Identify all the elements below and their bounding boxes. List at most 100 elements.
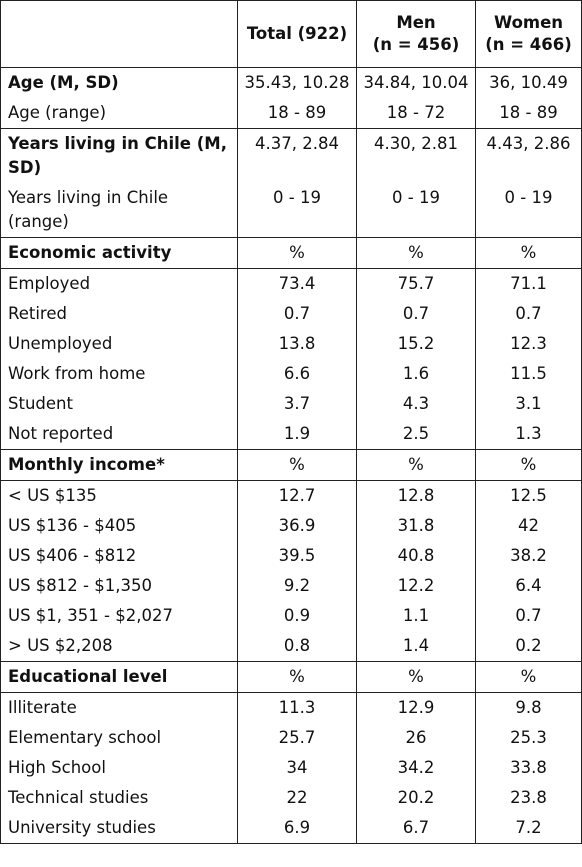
data-row: Elementary school 25.7 26 25.3 xyxy=(0,723,582,753)
cell-value: % xyxy=(237,449,357,481)
cell-value: 36, 10.49 xyxy=(475,67,582,98)
cell-value: 18 - 89 xyxy=(237,98,357,129)
data-row: < US $135 12.7 12.8 12.5 xyxy=(0,480,582,511)
section-row: Monthly income*%%% xyxy=(0,449,582,481)
cell-value: 0 - 19 xyxy=(237,183,357,238)
row-label: Years living in Chile (M, SD) xyxy=(0,128,238,183)
cell-value: 0 - 19 xyxy=(356,183,476,238)
cell-value: 7.2 xyxy=(475,813,582,844)
cell-value: 11.3 xyxy=(237,692,357,723)
cell-value: 6.6 xyxy=(237,359,357,389)
cell-value: 4.3 xyxy=(356,389,476,419)
cell-value: 23.8 xyxy=(475,783,582,813)
cell-value: 75.7 xyxy=(356,268,476,299)
cell-value: % xyxy=(237,237,357,269)
cell-value: 71.1 xyxy=(475,268,582,299)
data-row: > US $2,208 0.8 1.4 0.2 xyxy=(0,631,582,662)
cell-value: 0.7 xyxy=(475,601,582,631)
cell-value: 6.9 xyxy=(237,813,357,844)
cell-value: 35.43, 10.28 xyxy=(237,67,357,98)
cell-value: 25.7 xyxy=(237,723,357,753)
data-row: US $136 - $405 36.9 31.8 42 xyxy=(0,511,582,541)
cell-value: 0.8 xyxy=(237,631,357,662)
cell-value: % xyxy=(237,661,357,693)
cell-value: % xyxy=(475,237,582,269)
cell-value: 3.1 xyxy=(475,389,582,419)
row-label: Not reported xyxy=(0,419,238,450)
cell-value: 0.7 xyxy=(356,299,476,329)
cell-value: 12.2 xyxy=(356,571,476,601)
cell-value: 12.9 xyxy=(356,692,476,723)
cell-value: 22 xyxy=(237,783,357,813)
row-label: US $136 - $405 xyxy=(0,511,238,541)
cell-value: 0.2 xyxy=(475,631,582,662)
cell-value: 12.3 xyxy=(475,329,582,359)
cell-value: 42 xyxy=(475,511,582,541)
data-row: University studies 6.9 6.7 7.2 xyxy=(0,813,582,844)
data-row: US $406 - $812 39.5 40.8 38.2 xyxy=(0,541,582,571)
data-row: Unemployed 13.8 15.2 12.3 xyxy=(0,329,582,359)
cell-value: 33.8 xyxy=(475,753,582,783)
cell-value: 1.1 xyxy=(356,601,476,631)
header-cell xyxy=(0,0,238,68)
cell-value: 9.2 xyxy=(237,571,357,601)
cell-value: 26 xyxy=(356,723,476,753)
cell-value: 15.2 xyxy=(356,329,476,359)
header-cell: Total (922) xyxy=(237,0,357,68)
row-label: Educational level xyxy=(0,661,238,693)
row-label: Age (range) xyxy=(0,98,238,129)
cell-value: 18 - 89 xyxy=(475,98,582,129)
cell-value: 12.7 xyxy=(237,480,357,511)
row-label: University studies xyxy=(0,813,238,844)
row-label: < US $135 xyxy=(0,480,238,511)
cell-value: 9.8 xyxy=(475,692,582,723)
cell-value: 11.5 xyxy=(475,359,582,389)
row-label: Illiterate xyxy=(0,692,238,723)
row-label: Elementary school xyxy=(0,723,238,753)
data-row: Student 3.7 4.3 3.1 xyxy=(0,389,582,419)
cell-value: 0.7 xyxy=(237,299,357,329)
cell-value: 12.8 xyxy=(356,480,476,511)
row-label: Age (M, SD) xyxy=(0,67,238,98)
cell-value: 4.43, 2.86 xyxy=(475,128,582,183)
header-cell: Men (n = 456) xyxy=(356,0,476,68)
data-row: Retired 0.7 0.7 0.7 xyxy=(0,299,582,329)
table-body: Age (M, SD) 35.43, 10.28 34.84, 10.04 36, 1… xyxy=(0,67,582,844)
section-row: Economic activity%%% xyxy=(0,237,582,269)
cell-value: 13.8 xyxy=(237,329,357,359)
data-row: Technical studies 22 20.2 23.8 xyxy=(0,783,582,813)
demographics-table: Total (922) Men (n = 456) Women (n = 466) … xyxy=(0,0,582,844)
cell-value: 1.4 xyxy=(356,631,476,662)
row-label: Retired xyxy=(0,299,238,329)
cell-value: 36.9 xyxy=(237,511,357,541)
row-label: US $1, 351 - $2,027 xyxy=(0,601,238,631)
data-row: Illiterate 11.3 12.9 9.8 xyxy=(0,692,582,723)
data-row: Years living in Chile (range) 0 - 19 0 - 1… xyxy=(0,183,582,238)
row-label: US $406 - $812 xyxy=(0,541,238,571)
cell-value: 34 xyxy=(237,753,357,783)
data-row: Work from home 6.6 1.6 11.5 xyxy=(0,359,582,389)
cell-value: 73.4 xyxy=(237,268,357,299)
cell-value: 34.84, 10.04 xyxy=(356,67,476,98)
row-label: US $812 - $1,350 xyxy=(0,571,238,601)
cell-value: 4.30, 2.81 xyxy=(356,128,476,183)
cell-value: % xyxy=(475,449,582,481)
cell-value: 40.8 xyxy=(356,541,476,571)
data-row: Not reported 1.9 2.5 1.3 xyxy=(0,419,582,450)
cell-value: 38.2 xyxy=(475,541,582,571)
row-label: Unemployed xyxy=(0,329,238,359)
cell-value: 0 - 19 xyxy=(475,183,582,238)
cell-value: 0.9 xyxy=(237,601,357,631)
cell-value: % xyxy=(356,237,476,269)
cell-value: 34.2 xyxy=(356,753,476,783)
section-row: Educational level%%% xyxy=(0,661,582,693)
cell-value: 2.5 xyxy=(356,419,476,450)
row-label: High School xyxy=(0,753,238,783)
data-row: US $1, 351 - $2,027 0.9 1.1 0.7 xyxy=(0,601,582,631)
cell-value: % xyxy=(475,661,582,693)
data-row: Employed 73.4 75.7 71.1 xyxy=(0,268,582,299)
row-label: > US $2,208 xyxy=(0,631,238,662)
cell-value: 0.7 xyxy=(475,299,582,329)
row-label: Economic activity xyxy=(0,237,238,269)
